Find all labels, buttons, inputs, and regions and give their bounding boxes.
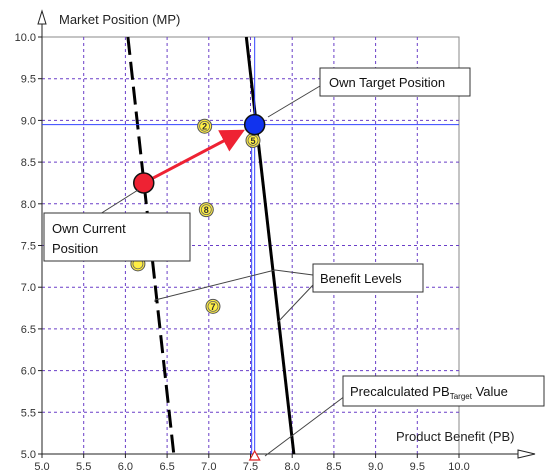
y-tick-label: 7.5 [21, 241, 36, 253]
own-current-position-marker [132, 172, 155, 194]
svg-text:Position: Position [52, 241, 98, 256]
y-tick-label: 8.0 [21, 199, 36, 211]
y-tick-label: 8.5 [21, 157, 36, 169]
competitor-marker-ring [199, 120, 211, 132]
y-tick-label: 7.0 [21, 282, 36, 294]
competitor-marker-ring [200, 204, 212, 216]
competitor-label: 5 [250, 136, 255, 146]
y-tick-label: 9.5 [21, 74, 36, 86]
competitor-label: 8 [204, 205, 209, 215]
x-tick-label: 6.0 [118, 461, 133, 473]
svg-text:Precalculated PBTarget Value: Precalculated PBTarget Value [350, 384, 508, 401]
callout-own-target: Own Target Position [319, 67, 471, 97]
competitor-marker-ring [247, 135, 259, 146]
svg-text:Own Current: Own Current [52, 221, 126, 236]
callout-leader-target [267, 85, 321, 118]
callout-benefit-levels: Benefit Levels [312, 263, 424, 293]
x-tick-label: 6.5 [159, 461, 174, 473]
callout-own-current: Own Current Position [43, 212, 191, 262]
callout-leader-current [99, 189, 139, 215]
competitor-marker-ring [207, 300, 219, 312]
svg-text:Own Target Position: Own Target Position [329, 75, 445, 90]
x-tick-label: 8.5 [326, 461, 341, 473]
x-tick-label: 5.5 [76, 461, 91, 473]
y-tick-label: 10.0 [15, 32, 36, 44]
callout-leader-benefit [154, 269, 314, 302]
x-tick-label: 7.0 [201, 461, 216, 473]
tick-labels: 5.0 5.5 6.0 6.5 7.0 7.5 8.0 8.5 9.0 9.5 10.0 5.0 5.5… [15, 32, 470, 473]
callout-pb-target: Precalculated PBTarget Value [342, 375, 545, 407]
x-tick-label: 9.0 [368, 461, 383, 473]
callout-leader-pb [264, 395, 346, 457]
y-tick-label: 6.0 [21, 366, 36, 378]
own-target-position-marker [243, 113, 266, 136]
x-tick-label: 10.0 [448, 461, 469, 473]
svg-text:Benefit Levels: Benefit Levels [320, 271, 402, 286]
y-tick-label: 5.5 [21, 407, 36, 419]
y-axis-arrow-icon [37, 9, 47, 25]
x-tick-label: 8.0 [285, 461, 300, 473]
pb-target-triangle-icon [248, 449, 261, 461]
x-tick-label: 7.5 [243, 461, 258, 473]
move-arrow [151, 129, 245, 180]
y-tick-label: 9.0 [21, 115, 36, 127]
x-tick-label: 5.0 [34, 461, 49, 473]
x-axis-label: Product Benefit (PB) [396, 429, 515, 444]
competitor-label: 2 [202, 122, 207, 132]
y-tick-label: 6.5 [21, 324, 36, 336]
y-axis-label: Market Position (MP) [59, 12, 180, 27]
x-tick-label: 9.5 [410, 461, 425, 473]
x-axis-arrow-icon [517, 449, 536, 459]
y-tick-label: 5.0 [21, 449, 36, 461]
competitor-label: 7 [210, 302, 215, 312]
callout-leader-benefit-2 [277, 284, 314, 323]
